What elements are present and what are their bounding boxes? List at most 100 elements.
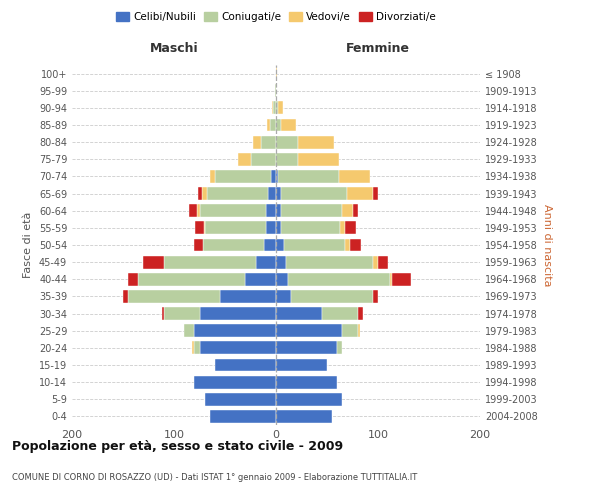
Text: Popolazione per età, sesso e stato civile - 2009: Popolazione per età, sesso e stato civil… xyxy=(12,440,343,453)
Bar xyxy=(251,153,276,166)
Bar xyxy=(196,222,203,234)
Bar xyxy=(245,273,276,285)
Bar xyxy=(203,222,205,234)
Bar xyxy=(203,238,264,252)
Bar xyxy=(164,256,256,268)
Bar xyxy=(276,273,288,285)
Bar xyxy=(205,393,276,406)
Bar xyxy=(256,256,276,268)
Y-axis label: Anni di nascita: Anni di nascita xyxy=(542,204,551,286)
Bar xyxy=(288,273,390,285)
Bar xyxy=(358,307,363,320)
Bar xyxy=(373,256,378,268)
Bar xyxy=(278,170,339,183)
Bar xyxy=(346,238,350,252)
Bar xyxy=(276,102,278,114)
Bar xyxy=(199,204,266,217)
Bar xyxy=(272,102,273,114)
Bar xyxy=(276,342,337,354)
Bar xyxy=(273,102,276,114)
Bar xyxy=(199,342,276,354)
Bar xyxy=(284,238,346,252)
Bar xyxy=(264,238,276,252)
Legend: Celibi/Nubili, Coniugati/e, Vedovi/e, Divorziati/e: Celibi/Nubili, Coniugati/e, Vedovi/e, Di… xyxy=(112,8,440,26)
Bar xyxy=(184,324,194,337)
Bar xyxy=(342,324,358,337)
Bar xyxy=(267,118,270,132)
Text: Maschi: Maschi xyxy=(149,42,199,54)
Bar xyxy=(339,170,370,183)
Bar xyxy=(276,238,284,252)
Bar xyxy=(286,256,373,268)
Bar xyxy=(206,187,268,200)
Bar xyxy=(276,256,286,268)
Bar xyxy=(353,204,358,217)
Bar xyxy=(210,170,215,183)
Bar xyxy=(276,290,292,303)
Bar xyxy=(378,256,388,268)
Bar xyxy=(292,290,373,303)
Bar xyxy=(281,118,296,132)
Bar xyxy=(390,273,392,285)
Bar xyxy=(298,153,339,166)
Bar xyxy=(266,222,276,234)
Bar xyxy=(373,187,378,200)
Bar xyxy=(162,307,164,320)
Bar xyxy=(347,187,373,200)
Bar xyxy=(276,187,281,200)
Bar xyxy=(278,102,283,114)
Bar xyxy=(194,324,276,337)
Bar xyxy=(199,187,202,200)
Bar xyxy=(197,204,199,217)
Bar xyxy=(215,170,271,183)
Bar xyxy=(281,222,340,234)
Bar xyxy=(350,238,361,252)
Bar xyxy=(202,187,206,200)
Text: COMUNE DI CORNO DI ROSAZZO (UD) - Dati ISTAT 1° gennaio 2009 - Elaborazione TUTT: COMUNE DI CORNO DI ROSAZZO (UD) - Dati I… xyxy=(12,473,417,482)
Bar xyxy=(205,222,266,234)
Bar xyxy=(238,153,251,166)
Bar xyxy=(260,136,276,148)
Bar xyxy=(276,67,277,80)
Bar xyxy=(276,358,327,372)
Bar xyxy=(281,187,347,200)
Bar xyxy=(281,204,342,217)
Bar xyxy=(276,204,281,217)
Y-axis label: Fasce di età: Fasce di età xyxy=(23,212,33,278)
Text: Femmine: Femmine xyxy=(346,42,410,54)
Bar xyxy=(392,273,410,285)
Bar xyxy=(220,290,276,303)
Bar xyxy=(342,204,353,217)
Bar xyxy=(276,393,342,406)
Bar xyxy=(128,290,220,303)
Bar xyxy=(373,290,378,303)
Bar xyxy=(271,170,276,183)
Bar xyxy=(276,324,342,337)
Bar xyxy=(266,204,276,217)
Bar xyxy=(268,187,276,200)
Bar xyxy=(194,342,199,354)
Bar xyxy=(340,222,346,234)
Bar xyxy=(215,358,276,372)
Bar xyxy=(276,376,337,388)
Bar xyxy=(276,222,281,234)
Bar xyxy=(276,307,322,320)
Bar xyxy=(164,307,199,320)
Bar xyxy=(270,118,276,132)
Bar xyxy=(123,290,128,303)
Bar xyxy=(194,238,203,252)
Bar xyxy=(253,136,260,148)
Bar xyxy=(275,84,276,97)
Bar xyxy=(128,273,139,285)
Bar xyxy=(199,307,276,320)
Bar xyxy=(346,222,356,234)
Bar xyxy=(276,118,281,132)
Bar xyxy=(210,410,276,423)
Bar xyxy=(190,204,197,217)
Bar xyxy=(276,136,298,148)
Bar xyxy=(337,342,342,354)
Bar xyxy=(276,170,278,183)
Bar xyxy=(276,153,298,166)
Bar xyxy=(139,273,245,285)
Bar xyxy=(194,376,276,388)
